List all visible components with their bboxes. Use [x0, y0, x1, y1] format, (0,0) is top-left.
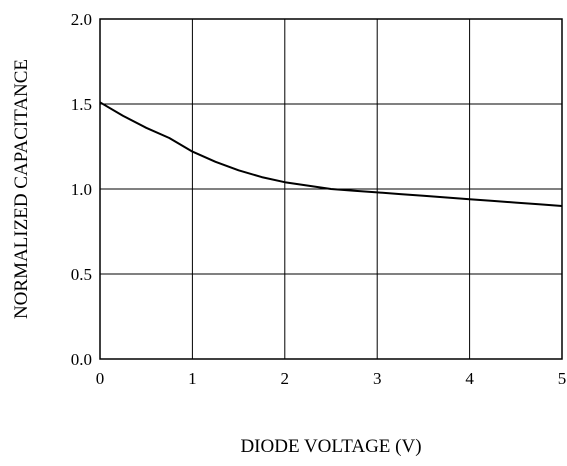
x-tick-label: 0	[96, 369, 105, 388]
y-tick-label: 0.0	[71, 350, 92, 369]
y-tick-label: 0.5	[71, 265, 92, 284]
curve-layer	[99, 101, 563, 207]
x-tick-label: 1	[188, 369, 197, 388]
y-tick-labels: 0.0 0.5 1.0 1.5 2.0	[71, 10, 92, 369]
x-tick-label: 3	[373, 369, 382, 388]
x-tick-label: 5	[558, 369, 567, 388]
x-tick-label: 2	[281, 369, 290, 388]
y-tick-label: 1.5	[71, 95, 92, 114]
x-axis-label: DIODE VOLTAGE (V)	[240, 436, 421, 457]
x-tick-label: 4	[465, 369, 474, 388]
plot-frame	[99, 18, 563, 360]
y-axis-label: NORMALIZED CAPACITANCE	[11, 59, 32, 319]
y-tick-label: 2.0	[71, 10, 92, 29]
y-tick-label: 1.0	[71, 180, 92, 199]
x-tick-labels: 0 1 2 3 4 5	[96, 369, 567, 388]
capacitance-curve	[99, 101, 563, 207]
